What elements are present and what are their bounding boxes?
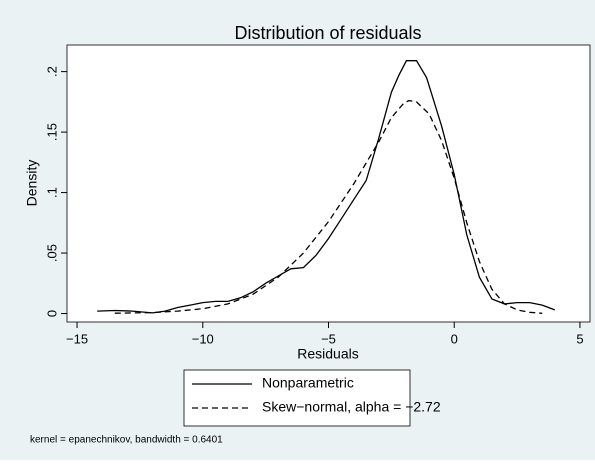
density-line bbox=[114, 99, 543, 314]
y-tick-label: .2 bbox=[44, 66, 59, 77]
y-tick-label: .05 bbox=[44, 244, 59, 262]
note: kernel = epanechnikov, bandwidth = 0.640… bbox=[30, 435, 223, 446]
x-tick-label: −15 bbox=[66, 331, 88, 346]
y-axis-label: Density bbox=[24, 160, 40, 207]
x-tick-label: −10 bbox=[192, 331, 214, 346]
density-line bbox=[97, 60, 556, 314]
plot-region bbox=[66, 44, 591, 323]
x-tick-label: −5 bbox=[321, 331, 336, 346]
x-tick-label: 5 bbox=[576, 331, 583, 346]
y-tick-label: .1 bbox=[44, 187, 59, 198]
legend bbox=[183, 369, 411, 427]
y-tick-label: .15 bbox=[44, 123, 59, 141]
x-axis-label: Residuals bbox=[297, 346, 358, 362]
chart-title: Distribution of residuals bbox=[234, 23, 421, 43]
y-tick-label: 0 bbox=[44, 310, 59, 317]
legend-label: Skew−normal, alpha = −2.72 bbox=[262, 399, 441, 415]
legend-label: Nonparametric bbox=[262, 375, 354, 391]
x-tick-label: 0 bbox=[451, 331, 458, 346]
